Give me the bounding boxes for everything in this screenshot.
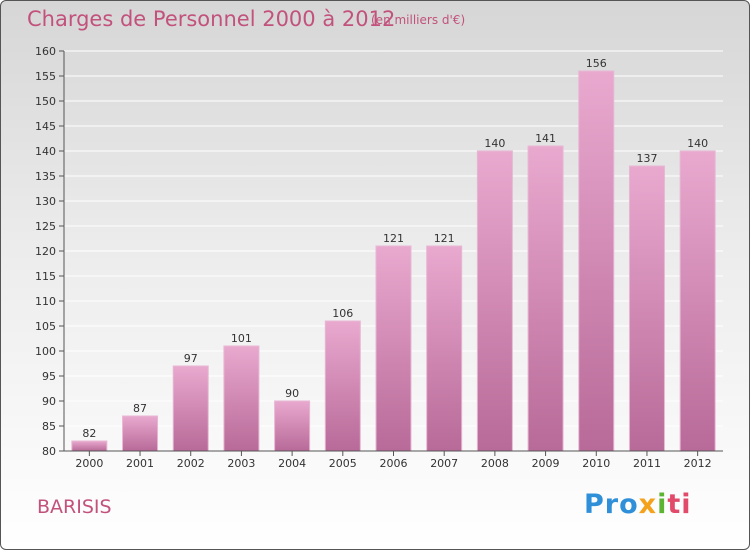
x-tick-label: 2011 [633,457,661,470]
y-tick-label: 110 [35,295,56,308]
bar [274,400,311,452]
proxiti-logo[interactable]: Proxiti [584,489,692,520]
y-tick-label: 145 [35,120,56,133]
city-name: BARISIS [37,496,112,518]
bar [426,245,463,452]
bar-value-label: 101 [231,332,252,345]
bar-value-label: 97 [184,352,198,365]
y-tick-label: 100 [35,345,56,358]
bar-value-label: 87 [133,402,147,415]
logo-part: Pro [584,489,639,520]
y-tick-label: 120 [35,245,56,258]
x-tick-label: 2000 [75,457,103,470]
y-tick-label: 85 [42,420,56,433]
logo-part: ti [667,489,692,520]
bar [628,165,665,452]
y-tick-label: 155 [35,70,56,83]
x-tick-label: 2002 [177,457,205,470]
x-tick-label: 2012 [684,457,712,470]
bar [71,440,108,452]
labels: 80 85 90 95 100 105 110 115 120 125 130 135 140 145 15… [35,45,712,470]
bar [527,145,564,452]
y-tick-label: 140 [35,145,56,158]
bar [122,415,159,452]
bar-value-label: 141 [535,132,556,145]
y-tick-label: 80 [42,445,56,458]
y-tick-label: 105 [35,320,56,333]
y-tick-label: 130 [35,195,56,208]
bar-value-label: 140 [484,137,505,150]
bar [375,245,412,452]
bar-value-label: 106 [332,307,353,320]
bar [324,320,361,452]
bar-value-label: 90 [285,387,299,400]
bars [71,70,716,452]
x-tick-label: 2003 [227,457,255,470]
bar-value-label: 140 [687,137,708,150]
y-tick-label: 90 [42,395,56,408]
x-tick-label: 2009 [532,457,560,470]
x-tick-label: 2004 [278,457,306,470]
x-tick-label: 2007 [430,457,458,470]
y-tick-label: 160 [35,45,56,58]
y-tick-label: 95 [42,370,56,383]
bar-value-label: 137 [636,152,657,165]
bar-value-label: 121 [383,232,404,245]
axes [59,50,723,456]
x-tick-label: 2001 [126,457,154,470]
y-tick-label: 135 [35,170,56,183]
logo-part: x [638,489,658,520]
x-tick-label: 2010 [582,457,610,470]
bar [679,150,716,452]
chart-subtitle: (en milliers d'€) [371,13,466,27]
bar-value-label: 156 [586,57,607,70]
y-tick-label: 115 [35,270,56,283]
x-tick-label: 2005 [329,457,357,470]
bar-value-label: 82 [82,427,96,440]
bar-value-label: 121 [434,232,455,245]
x-tick-label: 2008 [481,457,509,470]
chart-title: Charges de Personnel 2000 à 2012 [27,7,396,31]
bar [172,365,209,452]
logo-part: i [657,489,668,520]
bar [578,70,615,452]
y-tick-label: 125 [35,220,56,233]
x-tick-label: 2006 [380,457,408,470]
bar [476,150,513,452]
bar [223,345,260,452]
y-tick-label: 150 [35,95,56,108]
